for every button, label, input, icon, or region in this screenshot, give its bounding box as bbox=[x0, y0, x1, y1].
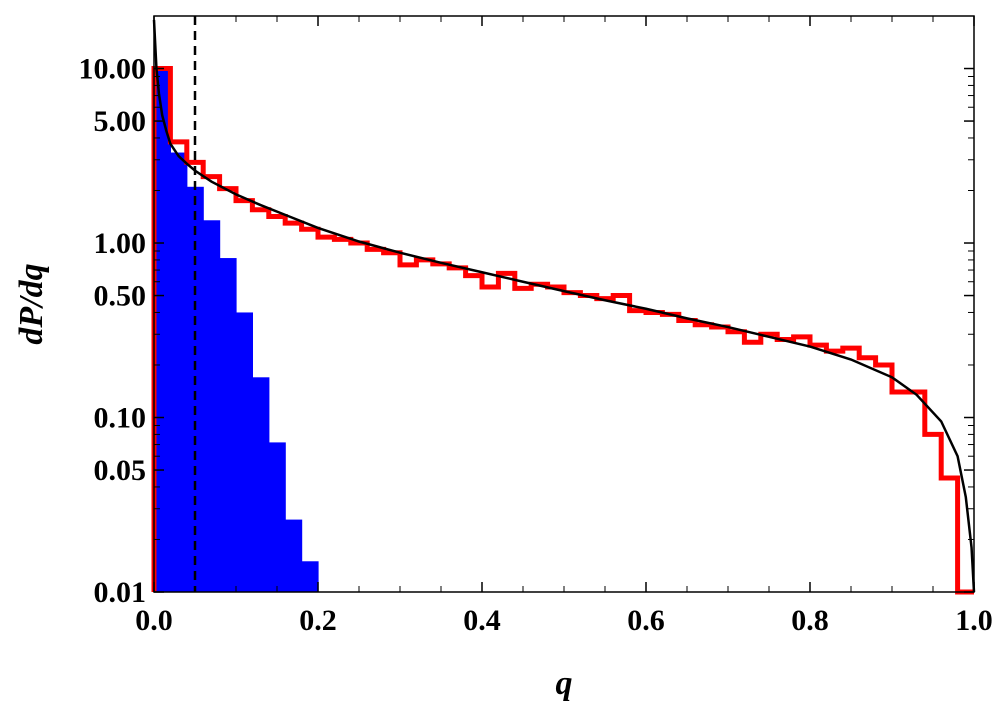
x-tick-label: 1.0 bbox=[955, 604, 993, 637]
blue-histogram bbox=[154, 68, 319, 593]
y-tick-label: 0.05 bbox=[94, 454, 147, 487]
x-tick-label: 0.8 bbox=[791, 604, 829, 637]
y-tick-label: 0.50 bbox=[94, 280, 147, 313]
x-tick-label: 0.2 bbox=[299, 604, 337, 637]
x-tick-label: 0.4 bbox=[463, 604, 501, 637]
x-tick-label: 0.6 bbox=[627, 604, 665, 637]
blue-histogram-bar bbox=[154, 68, 171, 592]
red-step-histogram bbox=[151, 66, 974, 595]
x-axis-label: q bbox=[556, 665, 573, 702]
y-tick-label: 5.00 bbox=[94, 105, 147, 138]
blue-histogram-bar bbox=[268, 442, 286, 592]
y-tick-label: 0.10 bbox=[94, 402, 147, 435]
y-tick-label: 1.00 bbox=[94, 227, 147, 260]
fit-curve bbox=[152, 19, 976, 593]
blue-histogram-bar bbox=[252, 377, 270, 592]
blue-histogram-bar bbox=[301, 561, 319, 592]
blue-histogram-bar bbox=[186, 186, 204, 593]
red-histogram-outline bbox=[151, 66, 974, 595]
y-tick-label: 10.00 bbox=[79, 53, 147, 86]
y-tick-label: 0.01 bbox=[94, 576, 147, 609]
y-axis-ticks: 10.00 5.00 1.00 0.50 0.10 0.05 0.01 bbox=[79, 15, 974, 609]
blue-histogram-bar bbox=[170, 152, 188, 593]
x-tick-label: 0.0 bbox=[135, 604, 173, 637]
blue-histogram-bar bbox=[219, 258, 237, 592]
blue-histogram-bar bbox=[285, 519, 303, 592]
blue-histogram-bar bbox=[236, 312, 253, 592]
x-axis-ticks: 0.0 0.2 0.4 0.6 0.8 1.0 bbox=[135, 16, 993, 637]
blue-histogram-bar bbox=[203, 220, 221, 592]
fit-curve-line bbox=[152, 19, 976, 593]
y-axis-label: dP/dq bbox=[13, 263, 50, 344]
